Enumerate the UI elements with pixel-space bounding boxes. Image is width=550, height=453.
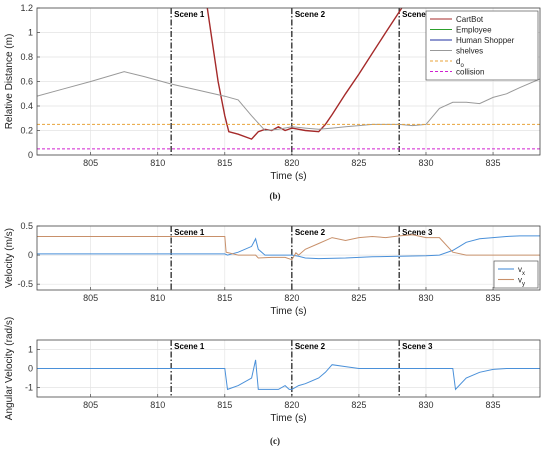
angular-xtick-label: 810: [150, 400, 165, 410]
velocity-axes-frame: [36, 225, 541, 291]
angular-xtick-label: 820: [284, 400, 299, 410]
distance-xtick-label: 820: [284, 158, 299, 168]
angular-ytick-label: 0: [28, 364, 33, 374]
angular-xtick-label: 835: [486, 400, 501, 410]
velocity-xtick-label: 820: [284, 293, 299, 303]
velocity-xlabel: Time (s): [270, 306, 306, 317]
distance-legend-box: [425, 10, 539, 81]
distance-ytick-label: 0.2: [20, 126, 33, 136]
distance-ytick-label: 0: [28, 150, 33, 160]
velocity-xtick-label: 825: [351, 293, 366, 303]
angular-axes-frame: [36, 339, 541, 398]
angular-scene-label: Scene 3: [402, 342, 433, 351]
distance-scene-label: Scene 2: [295, 10, 326, 19]
angular-ytick-label: 1: [28, 345, 33, 355]
velocity-scene-label: Scene 1: [174, 228, 205, 237]
angular-xtick-label: 805: [83, 400, 98, 410]
distance-legend-entry: Employee: [456, 26, 492, 35]
velocity-series-v-x: [37, 235, 540, 260]
velocity-plot: 805 810 815 820 825 830 835 -0.5 0 0.5 Scene 1 Scen…: [4, 221, 541, 317]
distance-plot: 805 810 815 820 825 830 835 0 0.2 0.4 0.6 0.8 1 1.2 Sc…: [4, 3, 541, 182]
velocity-scene-label: Scene 3: [402, 228, 433, 237]
distance-legend-entry: collision: [456, 68, 484, 77]
distance-ytick-label: 0.4: [20, 101, 33, 111]
distance-ytick-label: 1.2: [20, 3, 33, 13]
angular-xtick-label: 815: [217, 400, 232, 410]
distance-xtick-label: 805: [83, 158, 98, 168]
distance-legend-entry: Human Shopper: [456, 36, 515, 45]
velocity-legend-entry: vy: [518, 276, 525, 288]
velocity-legend-entry: vx: [518, 265, 525, 277]
angular-scene-label: Scene 1: [174, 342, 205, 351]
distance-axes-frame: [36, 7, 541, 156]
velocity-xtick-label: 815: [217, 293, 232, 303]
distance-ytick-label: 0.8: [20, 52, 33, 62]
distance-legend-entry: shelves: [456, 47, 483, 56]
velocity-plot-area: [37, 226, 540, 290]
distance-scene-label: Scene 3: [402, 10, 433, 19]
angular-ylabel: Angular Velocity (rad/s): [4, 317, 15, 420]
velocity-series-v-y: [37, 234, 540, 261]
velocity-scene-label: Scene 2: [295, 228, 326, 237]
velocity-xtick-label: 805: [83, 293, 98, 303]
caption-c: (c): [270, 436, 280, 446]
velocity-ytick-label: 0: [28, 250, 33, 260]
distance-legend-entry: CartBot: [456, 15, 484, 24]
distance-scene-label: Scene 1: [174, 10, 205, 19]
distance-ytick-label: 1: [28, 28, 33, 38]
velocity-ytick-label: 0.5: [20, 221, 33, 231]
velocity-xtick-label: 830: [418, 293, 433, 303]
angular-velocity-plot: 805 810 815 820 825 830 835 -1 0 1 Scene 1 Scene 2 S…: [4, 317, 541, 424]
caption-b: (b): [270, 191, 281, 201]
distance-ylabel: Relative Distance (m): [4, 34, 15, 130]
velocity-xtick-label: 810: [150, 293, 165, 303]
angular-xlabel: Time (s): [270, 413, 306, 424]
velocity-xtick-label: 835: [486, 293, 501, 303]
distance-xtick-label: 815: [217, 158, 232, 168]
distance-legend-entry: do: [456, 57, 464, 69]
velocity-ylabel: Velocity (m/s): [4, 228, 15, 288]
distance-series-cartbot: [206, 8, 403, 140]
velocity-ytick-label: -0.5: [17, 279, 33, 289]
velocity-series-group: [37, 234, 540, 261]
distance-xtick-label: 830: [418, 158, 433, 168]
angular-series-omega: [37, 359, 540, 391]
distance-series-group: [37, 8, 540, 150]
angular-xtick-label: 825: [351, 400, 366, 410]
angular-ytick-label: -1: [25, 383, 33, 393]
distance-xlabel: Time (s): [270, 171, 306, 182]
distance-xtick-label: 825: [351, 158, 366, 168]
velocity-legend-box: [493, 260, 539, 289]
angular-scene-label: Scene 2: [295, 342, 326, 351]
angular-xtick-label: 830: [418, 400, 433, 410]
distance-xtick-label: 810: [150, 158, 165, 168]
angular-series-group: [37, 359, 540, 391]
distance-series-shelves: [37, 71, 540, 132]
distance-xtick-label: 835: [486, 158, 501, 168]
distance-ytick-label: 0.6: [20, 77, 33, 87]
